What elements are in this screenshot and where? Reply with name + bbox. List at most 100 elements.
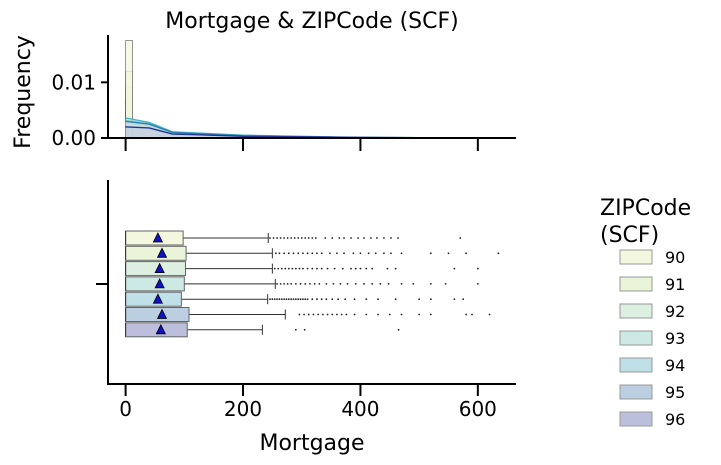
outlier-point — [278, 252, 281, 255]
kde-area-94 — [125, 117, 502, 138]
outlier-point — [429, 298, 432, 301]
outlier-point — [359, 267, 362, 270]
outlier-point — [311, 252, 314, 255]
legend-label: 95 — [665, 383, 685, 402]
outlier-point — [429, 283, 432, 285]
outlier-point — [306, 267, 309, 270]
x-axis-label: Mortgage — [259, 431, 364, 456]
outlier-point — [277, 267, 280, 270]
mean-marker — [154, 278, 165, 289]
mean-marker — [156, 247, 168, 258]
outlier-point — [278, 298, 281, 301]
outlier-point — [280, 267, 283, 270]
outlier-point — [311, 267, 314, 270]
top-y-tick-label: 0.01 — [51, 70, 96, 94]
bottom-x-tick-label: 200 — [224, 397, 262, 421]
outlier-point — [453, 267, 456, 270]
histogram-panel: Mortgage & ZIPCode (SCF) Frequency 0.000… — [11, 9, 516, 151]
outlier-point — [290, 283, 293, 285]
legend-item-92: 92 — [619, 302, 685, 321]
y-axis-label: Frequency — [11, 35, 36, 149]
outlier-point — [279, 237, 282, 239]
outlier-point — [292, 252, 295, 255]
outlier-point — [343, 237, 345, 239]
outlier-point — [304, 237, 307, 239]
outlier-point — [357, 237, 359, 239]
outlier-point — [350, 267, 352, 270]
chart-title: Mortgage & ZIPCode (SCF) — [165, 9, 459, 34]
legend-label: 90 — [665, 248, 685, 267]
box — [125, 261, 186, 277]
outlier-point — [298, 313, 301, 316]
legend-swatch — [619, 411, 653, 427]
legend-label: 92 — [665, 302, 685, 321]
box — [125, 322, 188, 338]
kde-area-92 — [125, 122, 502, 138]
outlier-point — [444, 283, 447, 285]
outlier-point — [377, 298, 379, 301]
outlier-point — [297, 237, 300, 239]
outlier-point — [345, 313, 348, 316]
outlier-point — [471, 313, 473, 316]
outlier-point — [300, 237, 303, 239]
outlier-point — [325, 298, 328, 301]
outlier-point — [412, 283, 415, 285]
outlier-point — [394, 267, 397, 270]
legend-item-90: 90 — [619, 248, 685, 267]
top-axes: 0.00 0.01 — [51, 35, 516, 151]
outlier-point — [353, 313, 356, 316]
outlier-point — [397, 237, 399, 239]
legend-swatch — [619, 276, 653, 292]
kde-area-93 — [125, 120, 502, 138]
outlier-point — [286, 283, 289, 285]
outlier-point — [363, 283, 365, 285]
outlier-point — [400, 252, 403, 255]
legend-label: 91 — [665, 275, 685, 294]
outlier-point — [287, 252, 290, 255]
outlier-point — [447, 252, 450, 255]
outlier-point — [336, 252, 338, 255]
legend-item-95: 95 — [619, 383, 685, 402]
outlier-point — [453, 298, 456, 301]
outlier-point — [298, 267, 301, 270]
outlier-point — [388, 313, 391, 316]
outlier-point — [317, 313, 320, 316]
outlier-point — [285, 298, 288, 301]
outlier-point — [316, 252, 318, 255]
box — [125, 291, 182, 307]
outlier-point — [313, 283, 316, 285]
outlier-point — [488, 313, 491, 316]
outlier-point — [273, 267, 276, 270]
outlier-point — [390, 237, 392, 239]
outlier-point — [294, 267, 297, 270]
mean-marker — [154, 262, 165, 274]
outlier-point — [367, 252, 370, 255]
legend-item-91: 91 — [619, 275, 685, 294]
outlier-point — [302, 252, 304, 255]
outlier-point — [292, 298, 295, 301]
boxplot-90 — [125, 230, 462, 246]
bottom-axes: 0 200 400 600 — [96, 180, 516, 421]
outlier-point — [400, 313, 403, 316]
outlier-point — [465, 252, 468, 255]
outlier-point — [346, 283, 349, 285]
outlier-point — [383, 237, 385, 239]
outlier-point — [290, 237, 293, 239]
outlier-point — [294, 283, 297, 285]
outlier-point — [297, 252, 300, 255]
outlier-point — [306, 298, 309, 301]
outlier-point — [312, 313, 315, 316]
outlier-point — [352, 252, 355, 255]
outlier-point — [353, 298, 356, 301]
bottom-x-tick-label: 400 — [341, 397, 379, 421]
outlier-point — [394, 298, 397, 301]
boxplot-panel: 0 200 400 600 Mortgage — [96, 180, 516, 456]
kde-curves — [125, 117, 502, 139]
outlier-point — [418, 298, 421, 301]
outlier-point — [476, 267, 479, 270]
outlier-point — [290, 298, 293, 301]
outlier-point — [309, 283, 311, 285]
outlier-point — [365, 267, 368, 270]
